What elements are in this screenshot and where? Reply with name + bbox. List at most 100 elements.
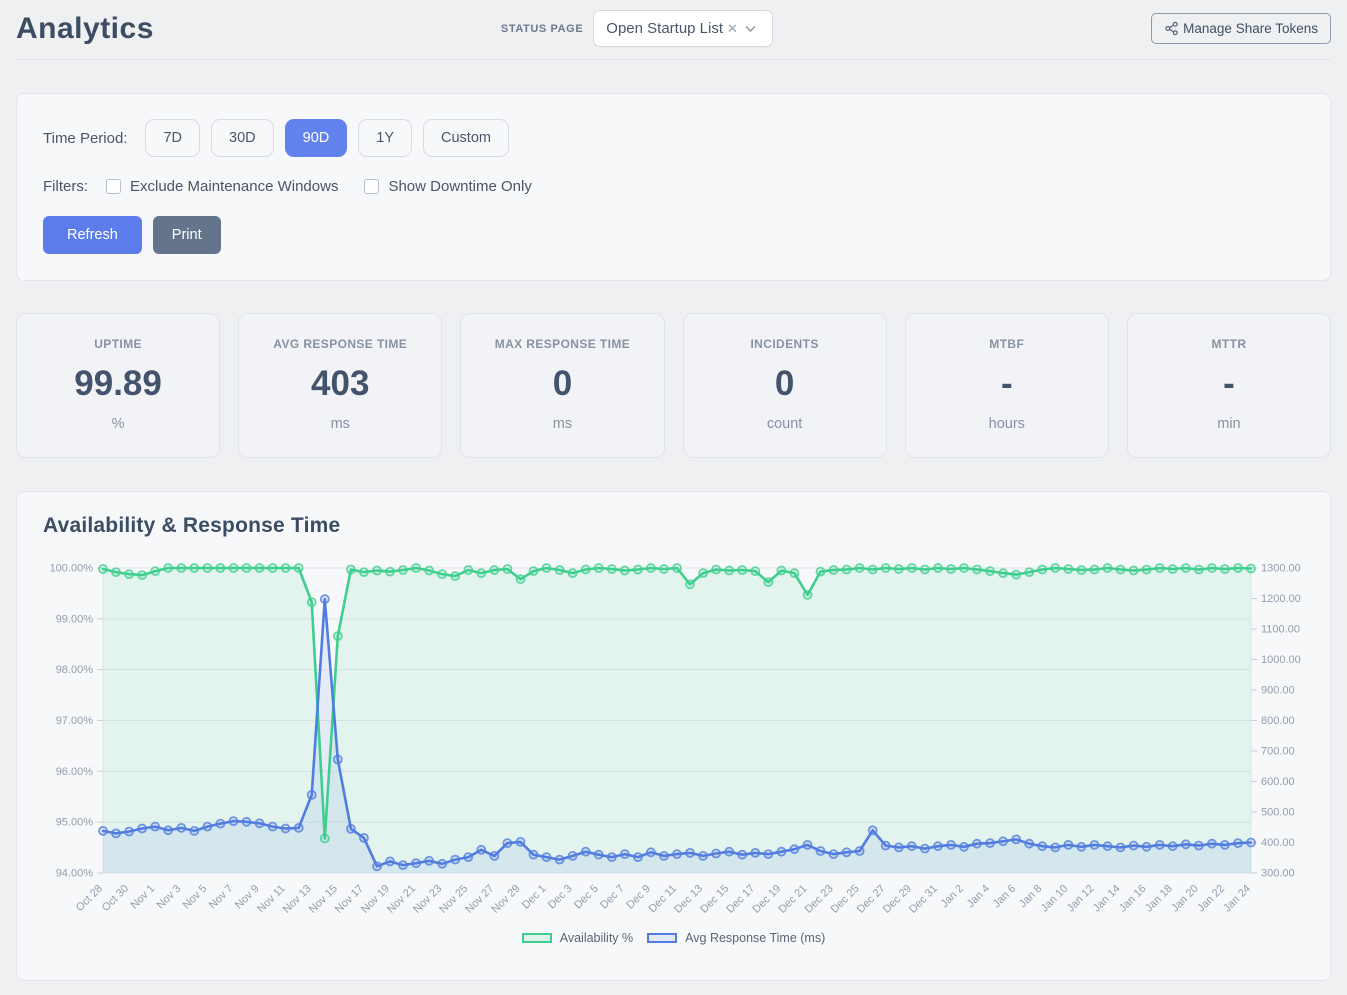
svg-text:Dec 1: Dec 1 [520, 883, 549, 912]
response-time-legend-swatch [647, 933, 678, 943]
svg-text:Dec 25: Dec 25 [829, 883, 862, 916]
stat-unit: min [1217, 416, 1241, 432]
chart-legend: Availability % Avg Response Time (ms) [43, 931, 1304, 945]
clear-icon[interactable]: ✕ [727, 21, 738, 36]
stat-card-uptime: UPTIME 99.89 % [16, 313, 221, 458]
stat-value: 99.89 [74, 364, 162, 403]
svg-text:Nov 23: Nov 23 [411, 883, 444, 916]
manage-share-tokens-button[interactable]: Manage Share Tokens [1151, 13, 1331, 44]
stat-label: MAX RESPONSE TIME [494, 337, 631, 351]
stat-label: INCIDENTS [750, 337, 819, 351]
svg-text:Dec 7: Dec 7 [598, 883, 627, 912]
header: Analytics STATUS PAGE Open Startup List … [0, 0, 1347, 59]
show-downtime-checkbox[interactable] [364, 179, 380, 194]
stat-card-incidents: INCIDENTS 0 count [682, 313, 887, 458]
stat-unit: count [766, 416, 803, 432]
svg-text:Jan 20: Jan 20 [1169, 883, 1201, 915]
svg-text:Jan 10: Jan 10 [1039, 883, 1071, 915]
legend-item-availability: Availability % [521, 931, 633, 945]
stat-label: MTTR [1211, 337, 1247, 351]
svg-text:Oct 28: Oct 28 [74, 883, 105, 914]
filter-panel: Time Period: 7D 30D 90D 1Y Custom Filter… [16, 93, 1331, 281]
exclude-maintenance-checkbox[interactable] [106, 179, 121, 194]
svg-text:Nov 29: Nov 29 [489, 883, 522, 916]
svg-text:Nov 5: Nov 5 [181, 883, 210, 912]
svg-text:400.00: 400.00 [1261, 837, 1295, 849]
time-period-custom-button[interactable]: Custom [423, 119, 509, 157]
svg-text:700.00: 700.00 [1261, 746, 1295, 758]
svg-text:Dec 29: Dec 29 [881, 883, 914, 916]
svg-text:97.00%: 97.00% [56, 715, 94, 727]
svg-text:99.00%: 99.00% [56, 613, 94, 625]
svg-text:Dec 27: Dec 27 [855, 883, 888, 916]
stat-value: 0 [552, 364, 573, 403]
svg-text:98.00%: 98.00% [56, 664, 94, 676]
share-icon [1165, 21, 1178, 36]
svg-text:Jan 24: Jan 24 [1221, 883, 1253, 915]
svg-text:Dec 5: Dec 5 [572, 883, 601, 912]
time-period-buttons: 7D 30D 90D 1Y Custom [145, 119, 509, 157]
svg-text:Nov 15: Nov 15 [307, 883, 340, 916]
svg-text:Dec 19: Dec 19 [750, 883, 783, 916]
time-period-1y-button[interactable]: 1Y [358, 119, 412, 157]
chart-canvas: 100.00% 99.00% 98.00% 97.00% 96.00% 95.00% 94.… [50, 563, 1301, 916]
time-period-row: Time Period: 7D 30D 90D 1Y Custom [43, 119, 1304, 157]
svg-text:Nov 7: Nov 7 [207, 883, 236, 912]
svg-text:Dec 3: Dec 3 [546, 883, 575, 912]
header-divider [16, 59, 1331, 60]
svg-text:600.00: 600.00 [1261, 776, 1295, 788]
svg-text:Nov 19: Nov 19 [359, 883, 392, 916]
actions-row: Refresh Print [43, 216, 1304, 254]
svg-text:900.00: 900.00 [1261, 685, 1295, 697]
filters-label: Filters: [43, 178, 88, 195]
stat-value: 0 [774, 364, 795, 403]
status-page-group: STATUS PAGE Open Startup List ✕ [500, 10, 774, 47]
legend-item-response-time: Avg Response Time (ms) [647, 931, 825, 945]
chevron-down-icon[interactable] [744, 22, 757, 35]
chart-title: Availability & Response Time [43, 514, 341, 537]
stat-card-mtbf: MTBF - hours [904, 313, 1109, 458]
svg-text:1100.00: 1100.00 [1261, 624, 1300, 636]
stats-row: UPTIME 99.89 % AVG RESPONSE TIME 403 ms … [16, 313, 1332, 458]
svg-text:Jan 14: Jan 14 [1091, 883, 1123, 915]
svg-text:Nov 1: Nov 1 [128, 883, 157, 912]
status-page-select[interactable]: Open Startup List ✕ [593, 10, 774, 47]
exclude-maintenance-checkbox-item[interactable]: Exclude Maintenance Windows [106, 178, 338, 195]
svg-text:Nov 17: Nov 17 [333, 883, 366, 916]
svg-text:Jan 12: Jan 12 [1065, 883, 1097, 915]
svg-text:Jan 18: Jan 18 [1143, 883, 1175, 915]
svg-text:Jan 22: Jan 22 [1195, 883, 1227, 915]
svg-text:Jan 2: Jan 2 [939, 883, 967, 911]
time-period-7d-button[interactable]: 7D [145, 119, 201, 157]
svg-text:Dec 21: Dec 21 [776, 883, 809, 916]
show-downtime-checkbox-item[interactable]: Show Downtime Only [364, 178, 532, 195]
time-period-30d-button[interactable]: 30D [211, 119, 274, 157]
svg-text:Jan 16: Jan 16 [1117, 883, 1149, 915]
filters-row: Filters: Exclude Maintenance Windows Sho… [43, 178, 1304, 195]
svg-text:500.00: 500.00 [1261, 807, 1295, 819]
svg-text:800.00: 800.00 [1261, 715, 1295, 727]
stat-unit: % [111, 416, 125, 432]
stat-label: AVG RESPONSE TIME [273, 337, 408, 351]
stat-card-avg-response: AVG RESPONSE TIME 403 ms [238, 313, 443, 458]
svg-text:96.00%: 96.00% [56, 766, 94, 778]
svg-text:300.00: 300.00 [1261, 868, 1295, 880]
manage-share-tokens-label: Manage Share Tokens [1183, 21, 1318, 36]
time-period-90d-button[interactable]: 90D [284, 119, 348, 157]
page-title: Analytics [16, 11, 154, 45]
availability-response-chart: 100.00% 99.00% 98.00% 97.00% 96.00% 95.00% 94.… [43, 552, 1304, 931]
svg-text:Jan 4: Jan 4 [965, 883, 993, 911]
chart-panel: Availability & Response Time 100.00% 99.0… [16, 491, 1331, 981]
stat-label: MTBF [989, 337, 1025, 351]
svg-text:Nov 13: Nov 13 [281, 883, 314, 916]
stat-value: - [1223, 364, 1235, 403]
stat-unit: ms [552, 416, 573, 432]
refresh-button[interactable]: Refresh [43, 216, 142, 254]
status-page-label: STATUS PAGE [500, 22, 584, 35]
svg-text:Jan 6: Jan 6 [991, 883, 1019, 911]
print-button[interactable]: Print [152, 216, 221, 254]
availability-legend-swatch [521, 933, 552, 943]
stat-unit: ms [330, 416, 350, 432]
svg-text:94.00%: 94.00% [56, 868, 94, 880]
time-period-label: Time Period: [43, 129, 128, 147]
